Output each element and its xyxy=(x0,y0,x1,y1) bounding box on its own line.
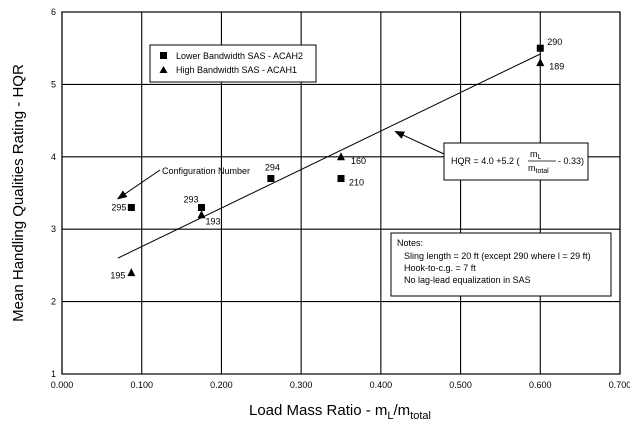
y-axis-label: Mean Handling Qualities Rating - HQR xyxy=(10,64,27,322)
point-label: 294 xyxy=(265,163,280,173)
triangle-data-point xyxy=(127,268,136,277)
legend: Lower Bandwidth SAS - ACAH2 High Bandwid… xyxy=(149,44,317,83)
data-points: 295 293 294 210 290 195 193 160 189 xyxy=(110,37,564,280)
x-tick-labels: 0.000 0.100 0.200 0.300 0.400 0.500 0.600 0.700 xyxy=(51,380,630,390)
y-tick-label: 4 xyxy=(51,152,56,162)
triangle-data-point xyxy=(197,210,206,219)
notes-line-1: Sling length = 20 ft (except 290 where l… xyxy=(404,251,591,261)
point-label: 189 xyxy=(549,62,564,72)
point-label: 295 xyxy=(111,202,126,212)
equation-arrow xyxy=(394,131,445,155)
point-label: 195 xyxy=(110,271,125,281)
y-tick-label: 1 xyxy=(51,369,56,379)
equation-box xyxy=(443,142,589,181)
x-tick-label: 0.500 xyxy=(449,380,472,390)
notes-title: Notes: xyxy=(397,238,423,248)
legend-box xyxy=(149,44,317,83)
legend-series-2-label: High Bandwidth SAS - ACAH1 xyxy=(176,65,297,75)
square-data-point xyxy=(198,203,205,211)
point-label: 193 xyxy=(206,217,221,227)
point-label: 210 xyxy=(349,178,364,188)
equation-numerator: mL xyxy=(530,149,542,161)
x-tick-label: 0.400 xyxy=(370,380,393,390)
x-axis-label: Load Mass Ratio - mL/mtotal xyxy=(249,402,431,422)
y-tick-label: 3 xyxy=(51,224,56,234)
x-tick-label: 0.200 xyxy=(210,380,233,390)
square-data-point xyxy=(536,44,544,52)
point-label: 290 xyxy=(547,37,562,47)
legend-series-1-label: Lower Bandwidth SAS - ACAH2 xyxy=(176,51,303,61)
x-tick-label: 0.000 xyxy=(51,380,74,390)
x-tick-label: 0.100 xyxy=(130,380,153,390)
notes-line-3: No lag-lead equalization in SAS xyxy=(404,275,531,285)
y-tick-label: 2 xyxy=(51,297,56,307)
x-tick-label: 0.300 xyxy=(290,380,313,390)
triangle-data-point xyxy=(536,58,545,67)
x-tick-label: 0.600 xyxy=(529,380,552,390)
notes-box: Notes: Sling length = 20 ft (except 290 … xyxy=(390,232,612,297)
equation-denominator: mtotal xyxy=(528,163,549,175)
legend-square-marker xyxy=(160,52,167,59)
point-label: 293 xyxy=(183,194,198,204)
regression-line xyxy=(117,53,541,259)
y-tick-labels: 1 2 3 4 5 6 xyxy=(51,7,56,379)
plot-frame xyxy=(61,11,621,375)
gridlines xyxy=(61,11,621,375)
configuration-arrow xyxy=(116,169,161,200)
notes-frame xyxy=(390,232,612,297)
point-label: 160 xyxy=(351,156,366,166)
configuration-annotation: Configuration Number xyxy=(116,166,250,200)
square-data-point xyxy=(127,203,135,211)
equation-prefix: HQR = 4.0 +5.2 ( xyxy=(451,156,520,166)
equation-callout: HQR = 4.0 +5.2 ( mL mtotal - 0.33) xyxy=(394,131,589,181)
equation-suffix: - 0.33) xyxy=(558,156,584,166)
y-tick-label: 5 xyxy=(51,79,56,89)
configuration-label: Configuration Number xyxy=(162,166,250,176)
triangle-data-point xyxy=(337,152,345,161)
x-tick-label: 0.700 xyxy=(609,380,630,390)
square-data-point xyxy=(337,175,345,183)
legend-triangle-marker xyxy=(159,66,168,73)
square-data-point xyxy=(267,175,275,183)
notes-line-2: Hook-to-c.g. = 7 ft xyxy=(404,263,476,273)
y-tick-label: 6 xyxy=(51,7,56,17)
